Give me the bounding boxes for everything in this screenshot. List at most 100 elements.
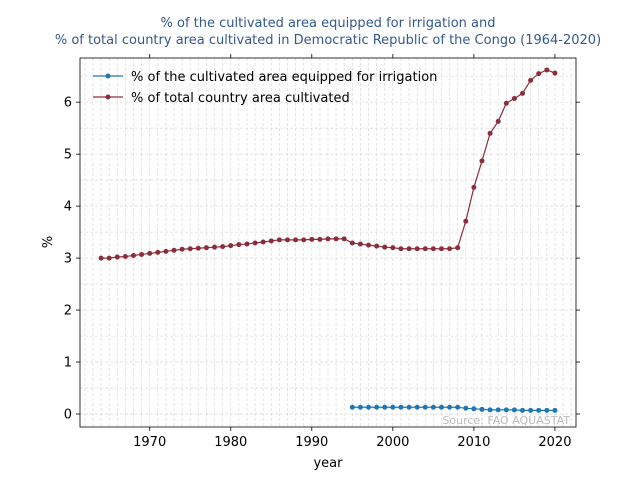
data-point-1 — [414, 246, 420, 252]
legend-label-irrigation: % of the cultivated area equipped for ir… — [131, 70, 437, 85]
data-point-1 — [438, 246, 444, 252]
data-point-0 — [382, 404, 388, 410]
data-point-1 — [98, 255, 104, 261]
data-point-1 — [268, 238, 274, 244]
data-point-1 — [309, 236, 315, 242]
y-tick-label: 0 — [64, 408, 72, 423]
data-point-1 — [147, 250, 153, 256]
data-point-1 — [398, 246, 404, 252]
data-point-0 — [374, 404, 380, 410]
data-point-0 — [390, 404, 396, 410]
data-point-1 — [179, 246, 185, 252]
data-point-0 — [503, 407, 509, 413]
data-point-1 — [544, 67, 550, 73]
data-point-0 — [471, 406, 477, 412]
data-point-1 — [252, 240, 258, 246]
data-point-0 — [552, 407, 558, 413]
data-point-0 — [430, 404, 436, 410]
data-point-1 — [495, 118, 501, 124]
data-point-0 — [414, 404, 420, 410]
data-point-1 — [301, 237, 307, 243]
data-point-1 — [276, 237, 282, 243]
data-point-1 — [325, 236, 331, 242]
chart-title-line-2: % of total country area cultivated in De… — [55, 33, 601, 48]
y-tick-label: 1 — [64, 356, 72, 371]
data-point-1 — [130, 252, 136, 258]
data-point-1 — [349, 240, 355, 246]
series-layer — [98, 67, 558, 413]
data-point-1 — [455, 245, 461, 251]
y-tick-label: 4 — [64, 200, 72, 215]
data-point-1 — [382, 244, 388, 250]
data-point-0 — [520, 407, 526, 413]
legend-marker-cultivated — [105, 94, 111, 100]
data-point-1 — [317, 236, 323, 242]
plot-frame — [79, 57, 577, 428]
data-point-1 — [212, 244, 218, 250]
data-point-1 — [220, 244, 226, 250]
x-tick-label: 1990 — [295, 435, 328, 450]
axis-ticks: 1970 1980 1990 2000 2010 2020 0 1 2 3 4 5 6 — [64, 54, 580, 450]
data-point-1 — [293, 237, 299, 243]
x-axis-label: year — [313, 456, 343, 471]
data-point-1 — [511, 96, 517, 102]
data-point-0 — [455, 404, 461, 410]
data-point-0 — [544, 407, 550, 413]
data-point-1 — [374, 243, 380, 249]
x-tick-label: 2020 — [538, 435, 571, 450]
data-point-1 — [471, 184, 477, 190]
data-point-1 — [536, 71, 542, 77]
data-point-1 — [447, 246, 453, 252]
data-point-1 — [463, 218, 469, 224]
data-point-1 — [236, 242, 242, 248]
data-point-0 — [536, 407, 542, 413]
x-tick-label: 1980 — [214, 435, 247, 450]
data-point-1 — [357, 241, 363, 247]
data-point-0 — [447, 404, 453, 410]
data-point-1 — [520, 90, 526, 96]
data-point-1 — [487, 130, 493, 136]
data-point-0 — [357, 404, 363, 410]
x-tick-label: 2000 — [376, 435, 409, 450]
y-axis-label: % — [41, 236, 56, 248]
data-point-1 — [430, 246, 436, 252]
y-tick-label: 5 — [64, 148, 72, 163]
data-point-0 — [495, 407, 501, 413]
y-tick-label: 6 — [64, 96, 72, 111]
data-point-1 — [244, 241, 250, 247]
data-point-0 — [511, 407, 517, 413]
data-point-1 — [503, 100, 509, 106]
data-point-0 — [438, 404, 444, 410]
data-point-0 — [487, 407, 493, 413]
data-point-1 — [366, 242, 372, 248]
data-point-1 — [528, 77, 534, 83]
data-point-1 — [155, 249, 161, 255]
data-point-1 — [187, 246, 193, 252]
data-point-1 — [260, 239, 266, 245]
y-tick-label: 3 — [64, 252, 72, 267]
data-point-1 — [139, 251, 145, 257]
data-point-0 — [463, 405, 469, 411]
data-point-0 — [406, 404, 412, 410]
data-point-1 — [122, 254, 128, 260]
data-point-1 — [228, 243, 234, 249]
x-tick-label: 2010 — [457, 435, 490, 450]
data-point-1 — [171, 247, 177, 253]
data-point-0 — [479, 406, 485, 412]
data-point-1 — [390, 245, 396, 251]
data-point-0 — [366, 404, 372, 410]
data-point-0 — [398, 404, 404, 410]
data-point-1 — [333, 236, 339, 242]
data-point-1 — [406, 246, 412, 252]
grid — [80, 58, 576, 427]
data-point-1 — [195, 245, 201, 251]
data-point-1 — [203, 245, 209, 251]
data-point-1 — [552, 70, 558, 76]
legend-label-cultivated: % of total country area cultivated — [131, 91, 350, 106]
data-point-1 — [479, 158, 485, 164]
chart-title-line-1: % of the cultivated area equipped for ir… — [161, 16, 496, 31]
data-point-0 — [528, 407, 534, 413]
data-point-1 — [163, 248, 169, 254]
